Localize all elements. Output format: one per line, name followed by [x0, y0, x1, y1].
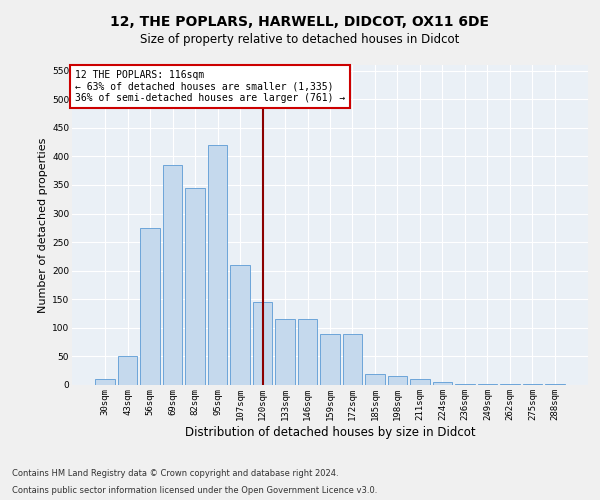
Bar [343, 334, 362, 385]
Bar [185, 188, 205, 385]
Bar [365, 374, 385, 385]
Bar [208, 145, 227, 385]
Bar [478, 384, 497, 385]
Text: Contains public sector information licensed under the Open Government Licence v3: Contains public sector information licen… [12, 486, 377, 495]
Bar [95, 380, 115, 385]
Bar [388, 376, 407, 385]
Text: 12, THE POPLARS, HARWELL, DIDCOT, OX11 6DE: 12, THE POPLARS, HARWELL, DIDCOT, OX11 6… [110, 15, 490, 29]
Bar [523, 384, 542, 385]
Bar [275, 320, 295, 385]
Y-axis label: Number of detached properties: Number of detached properties [38, 138, 48, 312]
Bar [298, 320, 317, 385]
Text: Size of property relative to detached houses in Didcot: Size of property relative to detached ho… [140, 32, 460, 46]
Bar [545, 384, 565, 385]
Bar [455, 384, 475, 385]
Bar [118, 356, 137, 385]
Bar [140, 228, 160, 385]
Bar [253, 302, 272, 385]
Bar [163, 165, 182, 385]
Bar [433, 382, 452, 385]
Bar [230, 265, 250, 385]
X-axis label: Distribution of detached houses by size in Didcot: Distribution of detached houses by size … [185, 426, 475, 438]
Bar [410, 380, 430, 385]
Text: Contains HM Land Registry data © Crown copyright and database right 2024.: Contains HM Land Registry data © Crown c… [12, 468, 338, 477]
Bar [500, 384, 520, 385]
Bar [320, 334, 340, 385]
Text: 12 THE POPLARS: 116sqm
← 63% of detached houses are smaller (1,335)
36% of semi-: 12 THE POPLARS: 116sqm ← 63% of detached… [74, 70, 345, 103]
